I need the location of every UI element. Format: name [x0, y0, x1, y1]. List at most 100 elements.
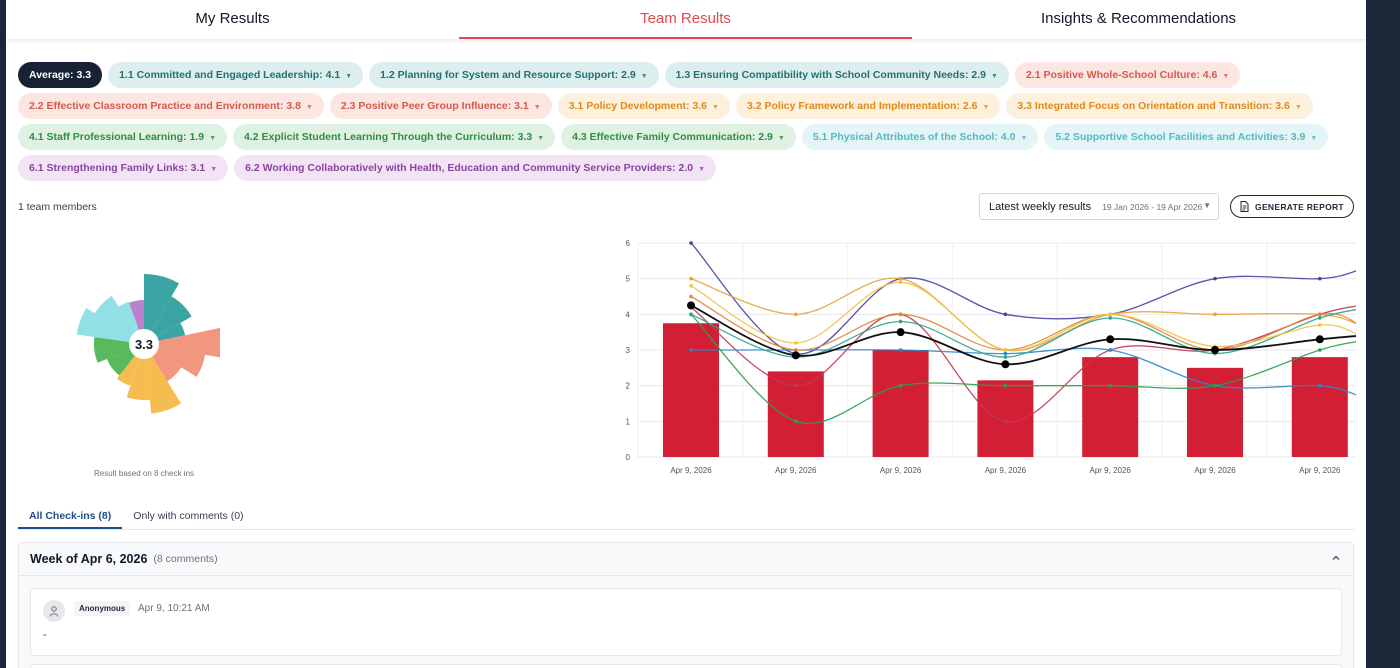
chevron-down-icon: ▼: [1222, 73, 1230, 80]
filter-chip-2-1[interactable]: 2.1 Positive Whole-School Culture: 4.6 ▼: [1014, 62, 1241, 88]
chevron-up-icon[interactable]: [1331, 553, 1341, 563]
series-point: [1003, 348, 1008, 352]
series-line: [690, 242, 1356, 355]
y-tick-label: 4: [626, 310, 631, 319]
chip-label: 1.3 Ensuring Compatibility with School C…: [675, 69, 987, 81]
series-point: [1318, 383, 1322, 388]
chip-label: 3.2 Policy Framework and Implementation:…: [746, 100, 978, 112]
x-tick-label: Apr 9, 2026: [1090, 466, 1132, 475]
average-point: [1106, 335, 1115, 344]
chevron-down-icon: ▼: [209, 135, 216, 142]
chevron-down-icon: ▼: [1020, 135, 1028, 142]
x-tick-label: Apr 9, 2026: [1299, 466, 1341, 475]
filter-chip-3-1[interactable]: 3.1 Policy Development: 3.6 ▼: [557, 93, 730, 119]
tab-insights-recommendations[interactable]: Insights & Recommendations: [1040, 10, 1237, 27]
chip-label: 1.1 Committed and Engaged Leadership: 4.…: [119, 69, 341, 81]
week-group-header[interactable]: Week of Apr 6, 2026 (8 comments): [19, 543, 1353, 576]
comment-card: Anonymous Apr 9, 10:21 AM -: [30, 588, 1342, 656]
series-point: [689, 276, 693, 281]
series-point: [898, 348, 903, 352]
radar-center-circle: [129, 329, 159, 359]
bar: [1187, 367, 1243, 457]
series-point: [898, 383, 903, 388]
comment-text: -: [43, 629, 47, 641]
weekly-trend-chart: 0 1 2 3 4 5 6 Apr 9, 2026 Apr 9, 2026 Apr 9, 2026…: [626, 239, 1356, 475]
tab-all-checkins[interactable]: All Check-ins (8): [18, 504, 123, 529]
filter-chip-3-2[interactable]: 3.2 Policy Framework and Implementation:…: [735, 93, 1001, 119]
series-point: [1213, 276, 1217, 281]
chevron-down-icon: ▼: [305, 104, 313, 111]
average-point: [687, 301, 695, 310]
tab-only-with-comments[interactable]: Only with comments (0): [133, 510, 244, 522]
user-icon: [49, 605, 59, 617]
chip-label: 4.3 Effective Family Communication: 2.9: [572, 131, 773, 143]
x-tick-label: Apr 9, 2026: [880, 466, 922, 475]
series-point: [1213, 383, 1217, 388]
chip-label: 3.1 Policy Development: 3.6: [568, 100, 708, 112]
series-point: [689, 284, 693, 288]
series-point: [1108, 312, 1112, 317]
filter-chip-2-2[interactable]: 2.2 Effective Classroom Practice and Env…: [18, 93, 324, 119]
dropdown-caret-icon: ▼: [1203, 201, 1211, 210]
x-tick-label: Apr 9, 2026: [985, 466, 1027, 475]
filter-chip-1-2[interactable]: 1.2 Planning for System and Resource Sup…: [369, 62, 659, 88]
weekly-results-select[interactable]: Latest weekly results 19 Jan 2026 - 19 A…: [979, 193, 1219, 220]
bar: [1291, 357, 1348, 457]
radar-note: Result based on 8 check ins: [93, 469, 195, 478]
tab-team-results[interactable]: Team Results: [459, 0, 912, 39]
comment-time: Apr 9, 10:21 AM: [138, 603, 210, 614]
y-tick-label: 0: [626, 453, 631, 462]
filter-chip-1-3[interactable]: 1.3 Ensuring Compatibility with School C…: [664, 62, 1009, 88]
series-point: [1318, 323, 1322, 327]
team-members-count: 1 team members: [18, 201, 97, 213]
week-title: Week of Apr 6, 2026: [30, 552, 148, 566]
bar: [1082, 357, 1139, 457]
series-point: [1318, 348, 1322, 352]
average-point: [1315, 335, 1324, 344]
filter-chip-5-2[interactable]: 5.2 Supportive School Facilities and Act…: [1044, 124, 1329, 150]
bar: [663, 323, 719, 457]
generate-report-label: GENERATE REPORT: [1255, 201, 1344, 212]
avatar: [43, 600, 65, 622]
right-rail: [1366, 0, 1400, 668]
filter-chip-4-2[interactable]: 4.2 Explicit Student Learning Through th…: [233, 124, 556, 150]
series-point: [1318, 312, 1322, 317]
average-point: [1001, 360, 1010, 369]
filter-chip-1-1[interactable]: 1.1 Committed and Engaged Leadership: 4.…: [108, 62, 364, 88]
filter-chip-2-3[interactable]: 2.3 Positive Peer Group Influence: 3.1 ▼: [329, 93, 552, 119]
chip-label: 6.1 Strengthening Family Links: 3.1: [29, 162, 206, 174]
series-point: [1108, 383, 1112, 388]
filter-chip-4-1[interactable]: 4.1 Staff Professional Learning: 1.9 ▼: [18, 124, 227, 150]
x-tick-label: Apr 9, 2026: [1194, 466, 1236, 475]
filter-chip-6-1[interactable]: 6.1 Strengthening Family Links: 3.1 ▼: [18, 155, 229, 181]
radar-petal-3: [144, 327, 220, 358]
series-point: [794, 348, 798, 352]
series-point: [1003, 355, 1008, 359]
average-point: [896, 328, 905, 337]
average-chip[interactable]: Average: 3.3: [18, 62, 103, 88]
chip-label: 6.2 Working Collaboratively with Health,…: [245, 162, 694, 174]
comment-card: [30, 664, 1342, 668]
filter-chip-6-2[interactable]: 6.2 Working Collaboratively with Health,…: [234, 155, 717, 181]
x-tick-label: Apr 9, 2026: [775, 466, 817, 475]
series-point: [794, 312, 798, 317]
series-point: [898, 276, 903, 281]
radar-petal-12: [94, 295, 144, 344]
filter-chip-4-3[interactable]: 4.3 Effective Family Communication: 2.9 ▼: [561, 124, 796, 150]
series-point: [1108, 348, 1112, 352]
comment-author: Anonymous: [74, 601, 131, 616]
filter-chip-3-3[interactable]: 3.3 Integrated Focus on Orientation and …: [1006, 93, 1313, 119]
series-point: [1318, 316, 1322, 320]
date-range: 19 Jan 2026 - 19 Apr 2026: [1102, 201, 1203, 212]
series-point: [1003, 383, 1008, 388]
generate-report-button[interactable]: GENERATE REPORT: [1230, 195, 1354, 218]
chip-label: 4.2 Explicit Student Learning Through th…: [244, 131, 533, 143]
series-point: [794, 383, 798, 388]
tab-my-results[interactable]: My Results: [195, 10, 270, 27]
filter-chip-5-1[interactable]: 5.1 Physical Attributes of the School: 4…: [801, 124, 1039, 150]
bar: [872, 350, 929, 457]
y-tick-label: 3: [626, 346, 631, 355]
chip-label: 2.2 Effective Classroom Practice and Env…: [29, 100, 301, 112]
series-line: [690, 281, 1356, 352]
series-point: [794, 341, 798, 345]
